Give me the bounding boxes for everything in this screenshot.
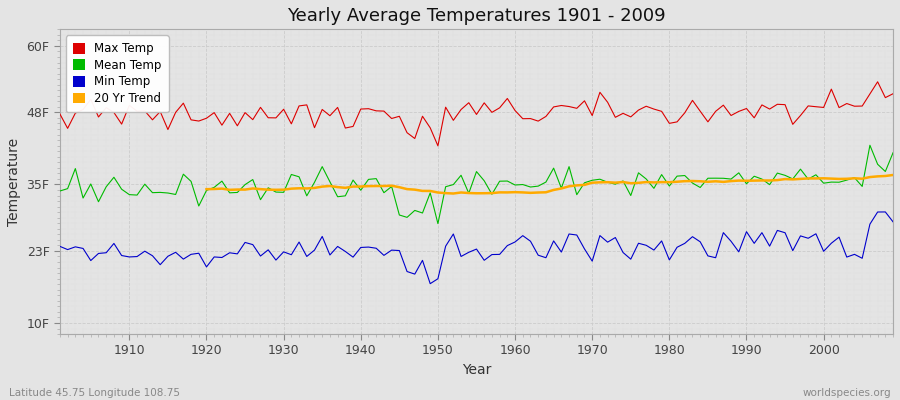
Max Temp xyxy=(116,122,127,126)
20 Yr Trend xyxy=(887,172,898,177)
Min Temp xyxy=(887,220,898,224)
20 Yr Trend xyxy=(502,190,513,195)
Mean Temp xyxy=(610,182,621,186)
Text: worldspecies.org: worldspecies.org xyxy=(803,388,891,398)
Max Temp xyxy=(887,91,898,96)
Min Temp xyxy=(518,233,528,238)
Text: Latitude 45.75 Longitude 108.75: Latitude 45.75 Longitude 108.75 xyxy=(9,388,180,398)
Min Temp xyxy=(332,244,343,249)
Mean Temp xyxy=(518,182,528,187)
Title: Yearly Average Temperatures 1901 - 2009: Yearly Average Temperatures 1901 - 2009 xyxy=(287,7,666,25)
Max Temp xyxy=(286,122,297,126)
Y-axis label: Temperature: Temperature xyxy=(7,138,21,226)
Mean Temp xyxy=(55,188,66,193)
Max Temp xyxy=(509,108,520,113)
Mean Temp xyxy=(887,150,898,155)
20 Yr Trend xyxy=(509,190,520,194)
X-axis label: Year: Year xyxy=(462,363,491,377)
Mean Temp xyxy=(509,182,520,187)
Min Temp xyxy=(425,281,436,286)
Legend: Max Temp, Mean Temp, Min Temp, 20 Yr Trend: Max Temp, Mean Temp, Min Temp, 20 Yr Tre… xyxy=(66,35,168,112)
Max Temp xyxy=(518,116,528,121)
Min Temp xyxy=(55,244,66,249)
Min Temp xyxy=(286,252,297,257)
Mean Temp xyxy=(116,187,127,192)
Mean Temp xyxy=(433,221,444,226)
Min Temp xyxy=(880,210,891,214)
Line: Min Temp: Min Temp xyxy=(60,212,893,284)
20 Yr Trend xyxy=(286,186,297,191)
Min Temp xyxy=(116,253,127,258)
Mean Temp xyxy=(286,172,297,177)
Line: 20 Yr Trend: 20 Yr Trend xyxy=(206,175,893,194)
Max Temp xyxy=(610,115,621,120)
20 Yr Trend xyxy=(332,185,343,190)
20 Yr Trend xyxy=(602,180,613,185)
Line: Max Temp: Max Temp xyxy=(60,82,893,146)
Min Temp xyxy=(610,235,621,240)
Mean Temp xyxy=(332,194,343,199)
Max Temp xyxy=(332,105,343,110)
Min Temp xyxy=(509,240,520,244)
Max Temp xyxy=(55,112,66,116)
Mean Temp xyxy=(865,143,876,148)
Max Temp xyxy=(433,144,444,148)
Line: Mean Temp: Mean Temp xyxy=(60,145,893,224)
Max Temp xyxy=(872,79,883,84)
